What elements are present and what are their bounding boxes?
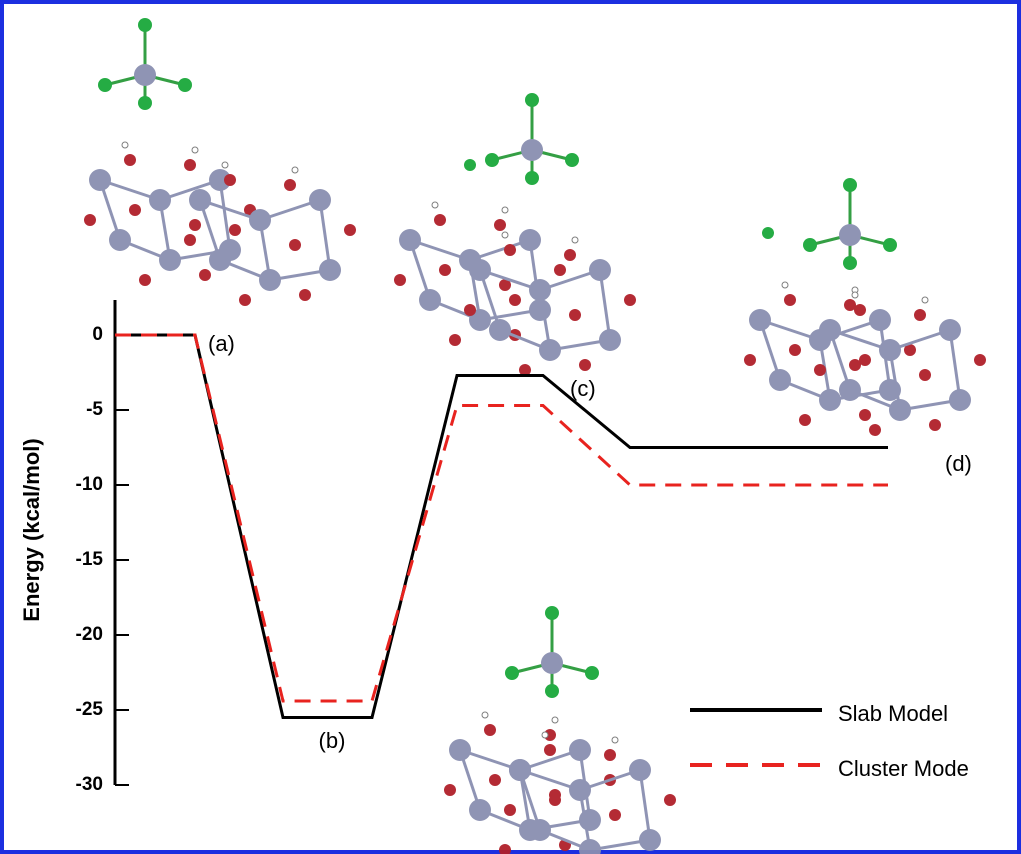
legend-label: Slab Model	[838, 701, 948, 726]
state-label: (d)	[945, 451, 972, 476]
chart: Energy (kcal/mol) 0 -5 -10 -15 -20 -25 -30 (a) (…	[0, 0, 1021, 854]
energy-profile	[115, 335, 888, 718]
state-label: (a)	[208, 331, 235, 356]
legend-label: Cluster Mode	[838, 756, 969, 781]
y-tick-label: -15	[76, 549, 104, 570]
y-axis-label: Energy (kcal/mol)	[19, 438, 44, 621]
energy-profile	[115, 335, 888, 701]
y-tick-label: -5	[86, 399, 103, 420]
y-tick-label: -10	[76, 474, 103, 495]
y-tick-label: -20	[76, 624, 103, 645]
y-tick-label: -30	[76, 774, 103, 795]
state-label: (c)	[570, 376, 596, 401]
state-label: (b)	[319, 728, 346, 753]
y-tick-label: -25	[76, 699, 104, 720]
y-tick-label: 0	[92, 324, 103, 345]
